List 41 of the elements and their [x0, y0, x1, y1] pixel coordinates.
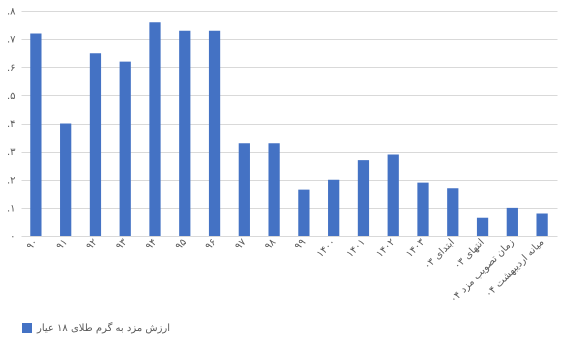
bar: [120, 62, 131, 236]
x-tick-label: ۹۱: [54, 236, 70, 252]
bar: [328, 180, 340, 236]
bar: [358, 160, 370, 236]
bar: [417, 182, 429, 236]
bar: [476, 218, 488, 236]
bar: [268, 143, 280, 236]
bar: [298, 190, 310, 236]
x-tick-label: ۹۰: [24, 236, 40, 252]
y-tick-label: .۷: [6, 34, 16, 46]
x-tick-label: ۹۶: [203, 236, 219, 252]
y-tick-label: ۰: [10, 232, 16, 242]
bar: [179, 30, 190, 236]
x-tick-label: ۹۲: [84, 236, 100, 252]
bar: [149, 22, 161, 236]
x-tick-label: ۹۴: [144, 236, 160, 252]
x-tick-label: ۹۸: [262, 236, 279, 252]
x-tick-label: ۱۴۰۰: [314, 236, 338, 260]
y-tick-label: .۶: [6, 62, 16, 74]
y-tick-label: .۳: [6, 147, 16, 158]
x-tick-label: ۹۹: [292, 236, 308, 252]
y-tick-label: .۸: [6, 6, 16, 18]
x-tick-label: ۹۵: [174, 236, 190, 252]
bar: [506, 208, 518, 236]
y-tick-label: .۲: [6, 175, 16, 186]
y-tick-label: .۱: [6, 203, 16, 214]
y-tick-label: .۴: [6, 119, 16, 130]
bar: [60, 124, 72, 236]
bar: [447, 188, 458, 236]
bar: [238, 143, 250, 236]
bar: [208, 30, 220, 236]
bar: [90, 53, 102, 236]
bar: [388, 154, 399, 236]
x-tick-label: ۹۳: [114, 236, 130, 252]
x-tick-label: ۹۷: [233, 236, 250, 252]
legend-label: ارزش مزد به گرم طلای ۱۸ عیار: [36, 322, 170, 334]
y-tick-label: .۵: [6, 90, 16, 102]
bar: [536, 214, 548, 236]
x-tick-label: ۱۴۰۲: [374, 236, 398, 260]
bar: [30, 34, 42, 236]
x-tick-label: ۱۴۰۱: [344, 236, 368, 260]
